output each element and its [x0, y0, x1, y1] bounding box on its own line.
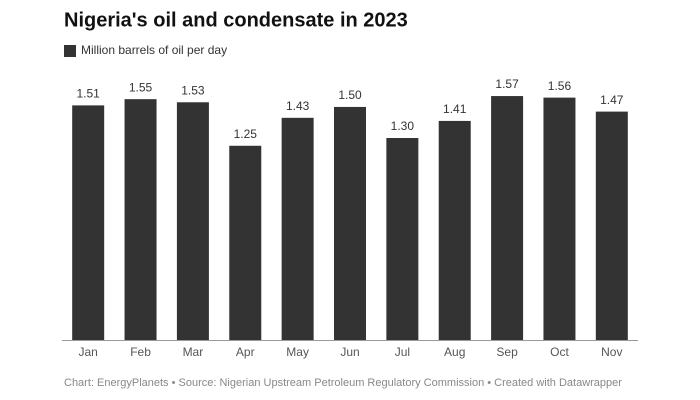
- value-label: 1.43: [286, 99, 310, 113]
- x-tick-label: Oct: [550, 345, 569, 359]
- bar: [386, 138, 419, 340]
- bar: [124, 99, 157, 340]
- x-tick-label: May: [286, 345, 309, 359]
- x-tick-label: Jun: [340, 345, 359, 359]
- x-tick-label: Feb: [130, 345, 151, 359]
- value-label: 1.57: [495, 77, 519, 91]
- x-tick-label: Aug: [444, 345, 465, 359]
- bar: [438, 120, 471, 340]
- bar: [72, 105, 105, 340]
- value-label: 1.53: [181, 83, 205, 97]
- legend-label: Million barrels of oil per day: [81, 43, 227, 57]
- bar: [229, 145, 262, 340]
- value-label: 1.30: [391, 119, 415, 133]
- x-tick-label: Jul: [395, 345, 410, 359]
- x-tick-label: Sep: [496, 345, 518, 359]
- x-tick-label: Jan: [79, 345, 98, 359]
- x-tick-label: Apr: [236, 345, 255, 359]
- bar: [543, 97, 576, 341]
- footer: Chart: EnergyPlanets • Source: Nigerian …: [64, 377, 622, 389]
- value-label: 1.47: [600, 93, 624, 107]
- value-label: 1.51: [77, 87, 101, 101]
- legend-swatch: [64, 45, 76, 57]
- value-label: 1.50: [338, 88, 362, 102]
- bar: [595, 111, 628, 340]
- value-label: 1.55: [129, 80, 153, 94]
- bar: [281, 117, 314, 340]
- bar: [334, 106, 366, 340]
- bar: [491, 96, 524, 340]
- value-label: 1.56: [548, 79, 572, 93]
- x-tick-label: Mar: [183, 345, 204, 359]
- value-label: 1.41: [443, 102, 467, 116]
- chart-title: Nigeria's oil and condensate in 2023: [64, 9, 408, 31]
- bar: [176, 102, 209, 341]
- x-tick-label: Nov: [601, 345, 622, 359]
- value-label: 1.25: [234, 127, 258, 141]
